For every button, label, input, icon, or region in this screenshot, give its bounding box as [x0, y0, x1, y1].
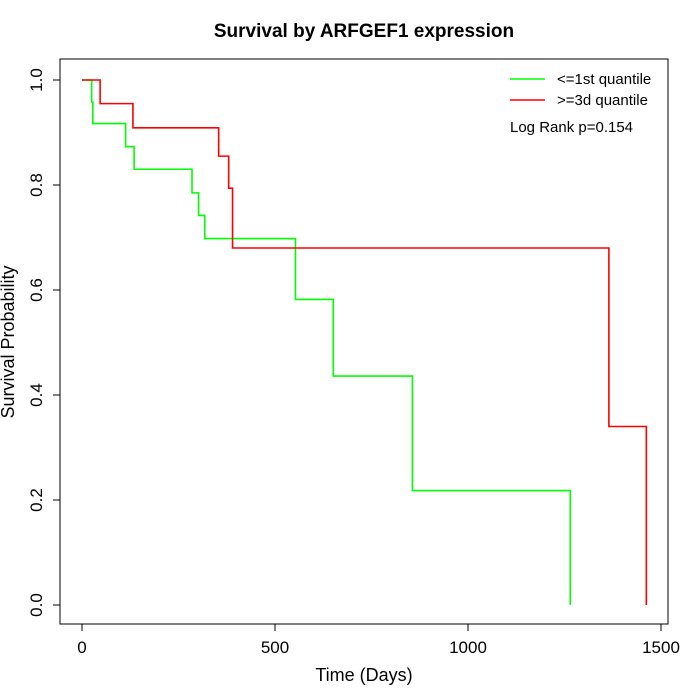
x-tick-label: 1000	[449, 638, 487, 657]
x-tick-label: 500	[261, 638, 289, 657]
survival-curve-2	[82, 79, 648, 605]
x-axis-label: Time (Days)	[315, 665, 412, 685]
y-tick-label: 1.0	[27, 68, 46, 92]
legend-entry: <=1st quantile	[557, 71, 651, 88]
x-tick-label: 0	[77, 638, 86, 657]
y-tick-label: 0.6	[27, 278, 46, 302]
y-axis: 0.0 0.2 0.4 0.6 0.8 1.0	[27, 68, 61, 617]
chart-title: Survival by ARFGEF1 expression	[214, 21, 514, 42]
legend-entry: >=3d quantile	[557, 92, 648, 109]
survival-curve-1	[82, 79, 572, 605]
x-axis: 0 500 1000 1500	[77, 623, 680, 657]
y-tick-label: 0.0	[27, 593, 46, 617]
x-tick-label: 1500	[642, 638, 680, 657]
log-rank-annotation: Log Rank p=0.154	[510, 119, 633, 136]
y-tick-label: 0.2	[27, 488, 46, 512]
y-tick-label: 0.4	[27, 383, 46, 407]
plot-frame	[59, 58, 669, 625]
legend: <=1st quantile >=3d quantile	[510, 71, 651, 109]
y-axis-label: Survival Probability	[0, 265, 18, 418]
y-tick-label: 0.8	[27, 173, 46, 197]
series-layer	[82, 79, 648, 605]
